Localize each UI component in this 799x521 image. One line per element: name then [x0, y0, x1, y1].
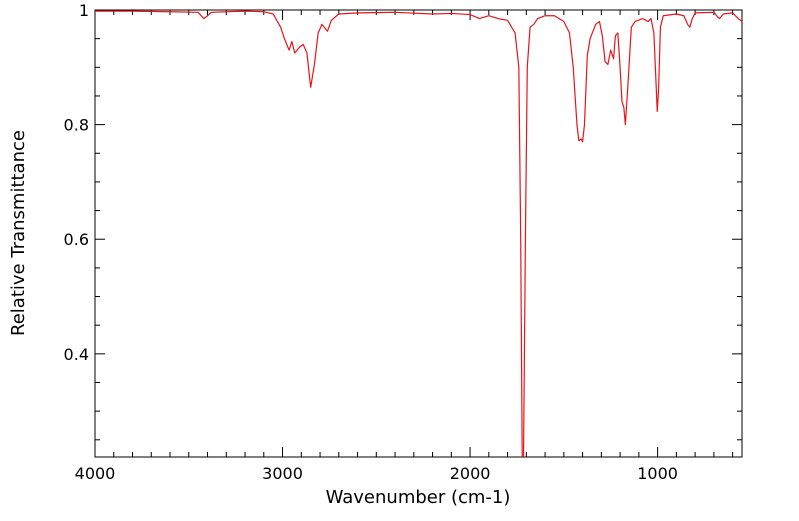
plot-frame	[94, 9, 743, 458]
x-tick-label: 1000	[637, 464, 678, 483]
ticks-layer	[94, 9, 742, 457]
x-axis-label: Wavenumber (cm-1)	[326, 487, 511, 508]
x-tick-label: 4000	[75, 464, 116, 483]
y-axis-label: Relative Transmittance	[8, 130, 29, 336]
x-tick-label: 2000	[450, 464, 491, 483]
x-tick-label: 3000	[262, 464, 303, 483]
spectrum-line	[95, 10, 742, 457]
y-tick-label: 0.4	[64, 345, 89, 364]
y-tick-label: 1	[79, 1, 89, 20]
series-layer	[95, 10, 742, 457]
y-tick-label: 0.8	[64, 116, 89, 135]
y-tick-label: 0.6	[64, 230, 89, 249]
tick-labels-layer: 4000 3000 2000 1000 0.4 0.6 0.8 1	[64, 1, 678, 483]
